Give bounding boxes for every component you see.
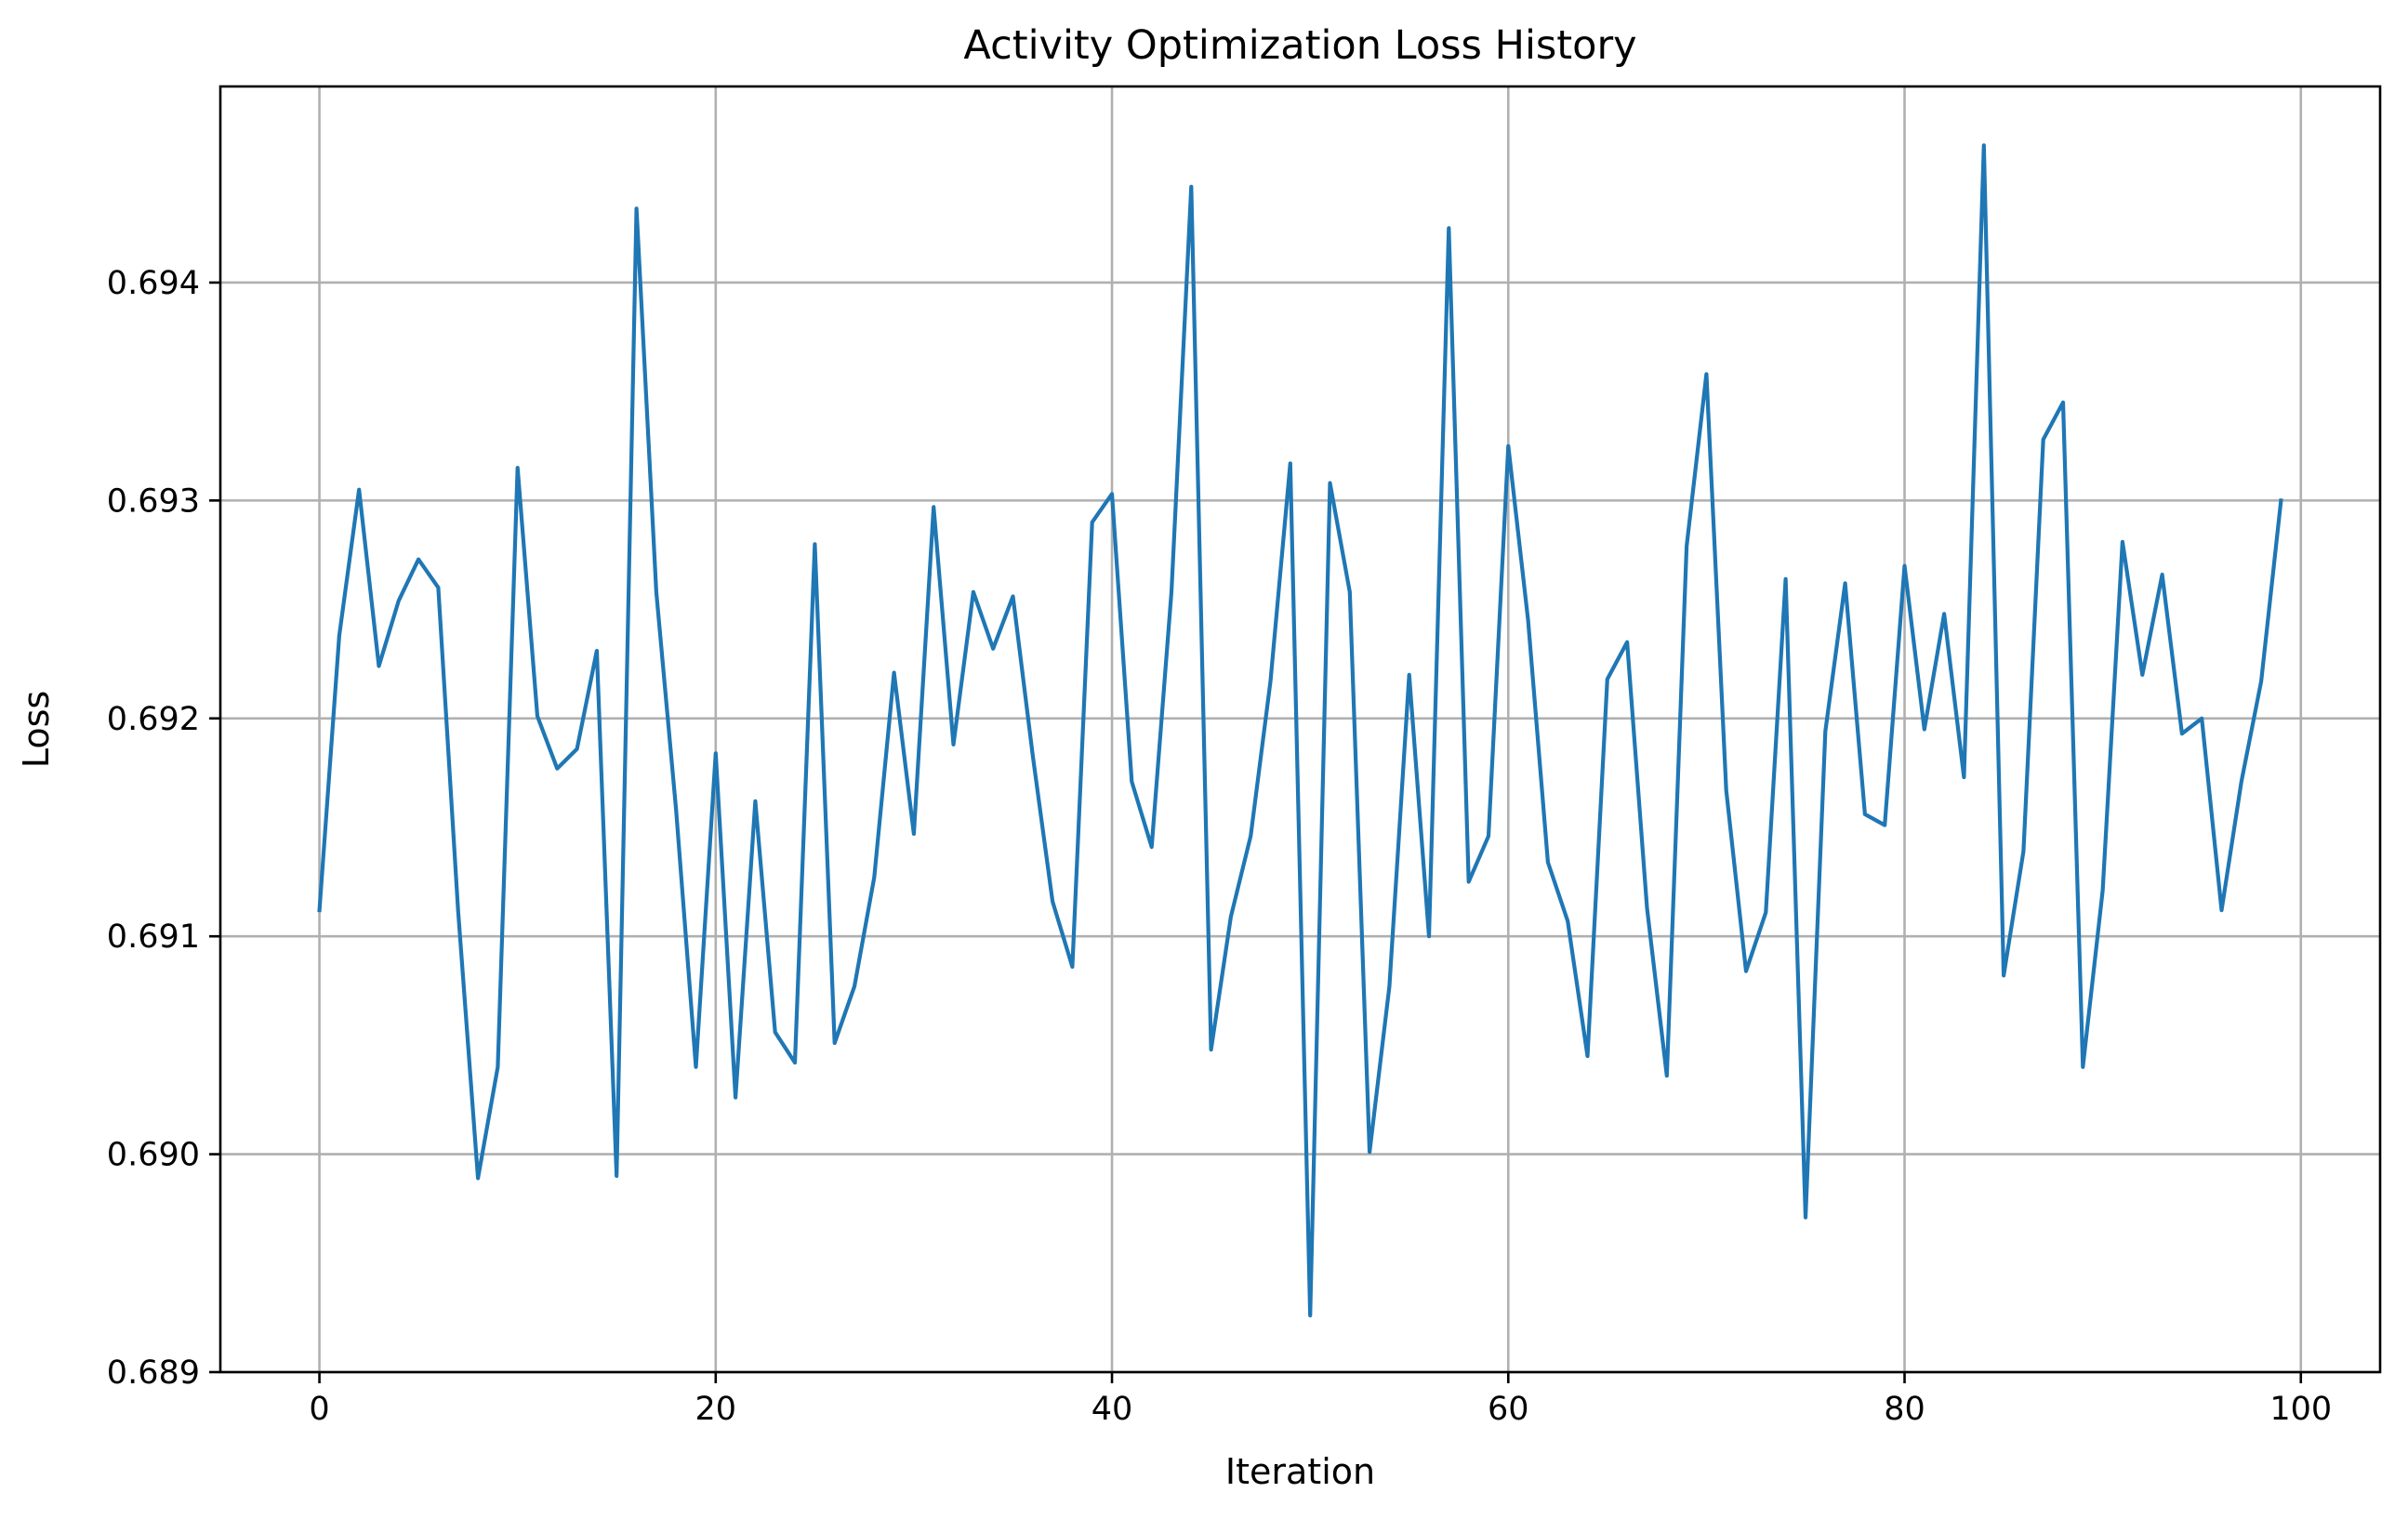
x-tick-label: 60 (1488, 1391, 1529, 1428)
y-tick-label: 0.691 (107, 918, 200, 956)
y-tick-label: 0.689 (107, 1354, 200, 1392)
y-axis-label: Loss (16, 691, 57, 768)
y-tick-label: 0.694 (107, 265, 200, 302)
axes-frame (218, 85, 2382, 1374)
y-tick-label: 0.693 (107, 482, 200, 520)
x-tick-label: 20 (695, 1391, 737, 1428)
x-axis-label: Iteration (1225, 1451, 1375, 1492)
series-lines (317, 143, 2283, 1318)
chart-title: Activity Optimization Loss History (963, 22, 1636, 69)
x-tick-label: 100 (2269, 1391, 2332, 1428)
x-tick-label: 80 (1884, 1391, 1925, 1428)
axis-ticks: 0 20 40 60 80 100 0.689 0.690 0.691 0.692 0.693 0.6… (107, 265, 2332, 1428)
y-tick-label: 0.690 (107, 1137, 200, 1174)
y-tick-label: 0.692 (107, 701, 200, 738)
x-tick-label: 0 (309, 1391, 329, 1428)
loss-series-line (317, 143, 2283, 1318)
x-tick-label: 40 (1092, 1391, 1133, 1428)
